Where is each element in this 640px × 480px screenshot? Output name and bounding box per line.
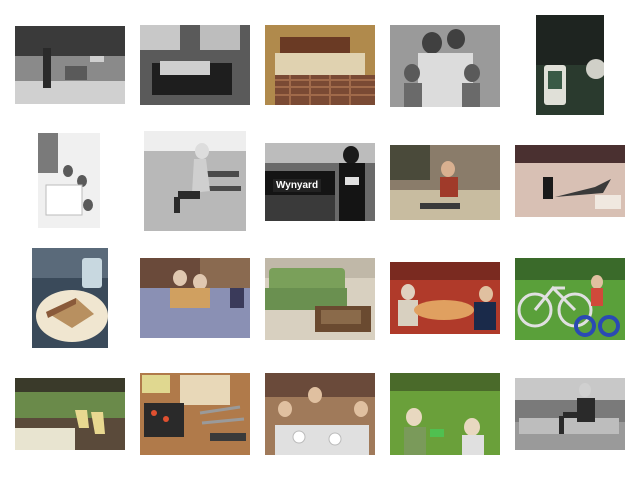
thumbnail-image: [140, 258, 250, 338]
thumbnail-image: [32, 248, 108, 348]
thumbnail-image: [140, 373, 250, 455]
thumbnail-man-on-wall[interactable]: [515, 378, 625, 450]
thumbnail-park-bench[interactable]: [15, 26, 125, 104]
thumbnail-station-sign[interactable]: Wynyard: [265, 143, 375, 221]
thumbnail-plaid-bed[interactable]: [265, 25, 375, 105]
thumbnail-image: [390, 262, 500, 334]
thumbnail-green-sofa[interactable]: [265, 258, 375, 340]
thumbnail-sandwich-plate[interactable]: [32, 248, 108, 348]
thumbnail-image: [144, 131, 246, 231]
thumbnail-kids-at-table[interactable]: [38, 133, 100, 228]
station-sign-text: Wynyard: [273, 179, 322, 192]
thumbnail-image: [15, 378, 125, 450]
thumbnail-image: [15, 26, 125, 104]
thumbnail-image: [515, 145, 625, 217]
thumbnail-porch-chairs[interactable]: [15, 378, 125, 450]
thumbnail-image: [140, 25, 250, 105]
thumbnail-desk-tools[interactable]: [140, 373, 250, 455]
thumbnail-child-living-room[interactable]: [390, 145, 500, 220]
thumbnail-image: [265, 373, 375, 455]
thumbnail-image: [265, 258, 375, 340]
thumbnail-woman-on-bench[interactable]: [144, 131, 246, 231]
thumbnail-image: [38, 133, 100, 228]
thumbnail-bw-bedroom[interactable]: [140, 25, 250, 105]
thumbnail-man-lying-ground[interactable]: [515, 145, 625, 217]
thumbnail-child-bicycle[interactable]: [515, 258, 625, 340]
thumbnail-kids-on-bed[interactable]: [140, 258, 250, 338]
thumbnail-dark-table-cup[interactable]: [536, 15, 604, 115]
thumbnail-image: [536, 15, 604, 115]
thumbnail-image: [515, 378, 625, 450]
thumbnail-red-table-people[interactable]: [390, 262, 500, 334]
thumbnail-family-portrait[interactable]: [390, 25, 500, 107]
thumbnail-image: [515, 258, 625, 340]
thumbnail-kids-grass[interactable]: [390, 373, 500, 455]
thumbnail-image: [390, 25, 500, 107]
thumbnail-image: [390, 145, 500, 220]
thumbnail-image: [265, 25, 375, 105]
thumbnail-kids-party[interactable]: [265, 373, 375, 455]
thumbnail-image: [390, 373, 500, 455]
